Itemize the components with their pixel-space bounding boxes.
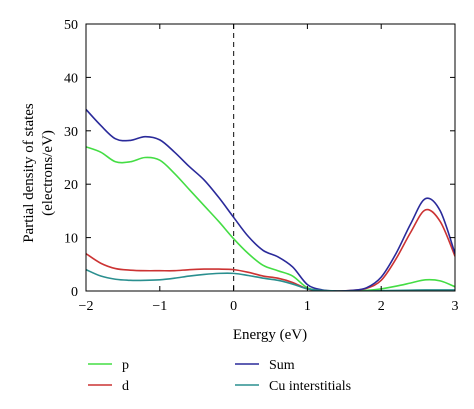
series-line-p: [86, 146, 455, 291]
series-line-cu-interstitials: [86, 268, 455, 291]
x-tick-label: 1: [304, 299, 311, 314]
axis-labels: Energy (eV) Partial density of states (e…: [21, 103, 307, 343]
series-line-sum: [86, 108, 455, 291]
y-tick-label: 40: [64, 71, 78, 86]
legend-label-p: p: [122, 358, 129, 373]
legend-label-d: d: [122, 379, 129, 394]
y-axis-label-line-1: Partial density of states: [21, 103, 37, 243]
x-tick-label: −2: [79, 299, 94, 314]
y-tick-label: 10: [64, 232, 78, 247]
x-tick-label: 3: [452, 299, 459, 314]
x-tick-label: 0: [230, 299, 237, 314]
y-tick-label: 20: [64, 178, 78, 193]
legend: pd Sum Cu interstitials: [88, 358, 351, 394]
legend-label-cu-interstitials: Cu interstitials: [269, 379, 351, 394]
y-tick-label: 50: [64, 18, 78, 33]
y-axis-label-line-2: (electrons/eV): [40, 130, 56, 216]
x-tick-label: 2: [378, 299, 385, 314]
plot-frame: [85, 23, 456, 292]
x-axis-label: Energy (eV): [233, 327, 307, 343]
y-tick-label: 0: [71, 285, 78, 300]
x-tick-label: −1: [152, 299, 167, 314]
series-line-d: [86, 208, 455, 291]
plot-area: [86, 24, 455, 291]
y-tick-label: 30: [64, 125, 78, 140]
legend-label-sum: Sum: [269, 358, 295, 373]
